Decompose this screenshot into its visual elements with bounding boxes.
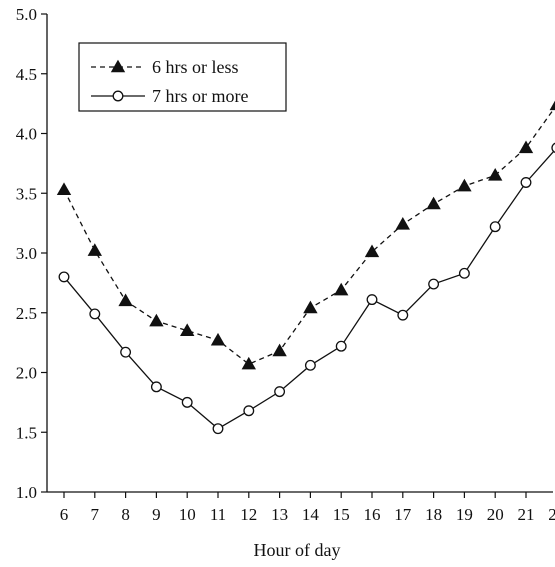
data-point-circle	[551, 142, 555, 153]
series-1	[56, 100, 555, 370]
x-tick-label: 16	[364, 505, 381, 524]
x-axis-title: Hour of day	[254, 540, 341, 560]
x-tick-label: 18	[425, 505, 442, 524]
x-tick-label: 19	[456, 505, 473, 524]
data-point-circle	[212, 423, 224, 435]
data-point-triangle	[149, 313, 164, 327]
series-line	[63, 106, 555, 365]
data-point-circle	[428, 278, 440, 290]
data-point-triangle	[241, 356, 256, 370]
legend-marker-circle	[112, 90, 124, 102]
data-point-triangle	[180, 323, 195, 336]
y-tick-label: 4.0	[16, 125, 37, 144]
x-tick-label: 14	[302, 505, 320, 524]
series-2	[58, 142, 555, 435]
data-point-triangle	[334, 282, 349, 296]
x-tick-label: 9	[152, 505, 161, 524]
x-tick-label: 11	[210, 505, 226, 524]
y-tick-label: 4.5	[16, 65, 37, 84]
y-tick-label: 1.0	[16, 483, 37, 502]
x-tick-label: 8	[121, 505, 130, 524]
x-axis: 6 7 8 9 10 11 12 13 14 15 16 17 18 19 20 21 22 Hour of d…	[47, 491, 555, 560]
x-tick-label: 17	[394, 505, 412, 524]
data-point-circle	[181, 396, 193, 408]
legend-label: 6 hrs or less	[152, 57, 239, 77]
y-tick-label: 3.0	[16, 244, 37, 263]
legend: 6 hrs or less 7 hrs or more	[78, 42, 287, 112]
x-tick-label: 20	[487, 505, 504, 524]
legend-label: 7 hrs or more	[152, 86, 248, 106]
y-tick-label: 1.5	[16, 423, 37, 442]
data-point-triangle	[364, 244, 380, 258]
x-tick-label: 15	[333, 505, 350, 524]
data-point-triangle	[87, 243, 102, 256]
data-point-triangle	[395, 217, 410, 230]
x-tick-label: 10	[179, 505, 196, 524]
data-point-circle	[304, 359, 316, 371]
x-tick-label: 21	[518, 505, 535, 524]
legend-box	[78, 42, 287, 112]
data-point-triangle	[303, 300, 318, 314]
x-tick-label: 12	[240, 505, 257, 524]
data-point-triangle	[457, 178, 472, 192]
data-point-triangle	[426, 196, 441, 210]
y-axis: 1.0 1.5 2.0 2.5 3.0 3.5 4.0 4.5 5.0	[16, 5, 48, 502]
data-point-circle	[520, 177, 532, 188]
data-point-circle	[335, 340, 347, 352]
plot-area	[56, 100, 555, 435]
data-point-triangle	[272, 343, 287, 357]
x-tick-label: 22	[548, 505, 555, 524]
y-tick-label: 5.0	[16, 5, 37, 24]
y-tick-label: 2.0	[16, 364, 37, 383]
data-point-circle	[89, 308, 101, 320]
data-point-circle	[58, 271, 70, 283]
x-tick-label: 13	[271, 505, 288, 524]
legend-marker-triangle	[110, 59, 126, 73]
data-point-triangle	[118, 293, 133, 307]
data-point-triangle	[549, 100, 555, 111]
legend-item: 6 hrs or less	[91, 57, 239, 77]
data-point-circle	[243, 405, 255, 417]
data-point-circle	[150, 381, 162, 393]
data-point-triangle	[518, 140, 534, 154]
data-point-circle	[458, 267, 470, 279]
data-point-circle	[366, 294, 378, 306]
x-tick-label: 6	[60, 505, 69, 524]
data-point-circle	[274, 386, 286, 398]
data-point-circle	[397, 309, 409, 321]
data-point-circle	[120, 346, 132, 358]
data-point-circle	[489, 221, 501, 233]
y-tick-label: 3.5	[16, 184, 37, 203]
series-line	[63, 148, 555, 430]
data-point-triangle	[210, 332, 226, 346]
data-point-triangle	[56, 182, 72, 195]
y-tick-label: 2.5	[16, 304, 37, 323]
x-tick-label: 7	[91, 505, 100, 524]
data-point-triangle	[488, 168, 503, 181]
legend-item: 7 hrs or more	[91, 86, 248, 106]
